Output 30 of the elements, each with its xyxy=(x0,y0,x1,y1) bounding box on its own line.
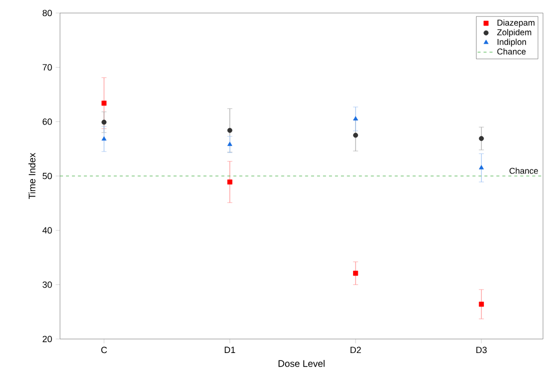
y-tick-label: 50 xyxy=(42,172,52,180)
point xyxy=(102,136,106,141)
x-tick-label: D3 xyxy=(476,346,487,354)
point xyxy=(227,128,232,133)
y-tick-label: 30 xyxy=(42,281,52,288)
point xyxy=(353,270,358,276)
point xyxy=(478,302,484,307)
legend-label: Indiplon xyxy=(498,38,526,47)
y-axis-title: Time Index xyxy=(28,152,36,200)
y-tick-label: 40 xyxy=(42,227,52,234)
y-tick-label: 80 xyxy=(42,10,52,16)
x-tick-label: C xyxy=(101,346,107,354)
text: Chance xyxy=(497,48,526,55)
point xyxy=(478,136,484,141)
x-tick-label: D2 xyxy=(350,346,361,354)
y-tick-label: 60 xyxy=(42,118,52,125)
x-tick-label: D1 xyxy=(224,346,236,353)
ref-line-label: Chance xyxy=(510,168,538,174)
point xyxy=(102,120,107,125)
legend-label: Zolpidem xyxy=(497,29,532,37)
point xyxy=(102,100,107,106)
point xyxy=(353,132,358,138)
point xyxy=(478,165,484,170)
y-tick-label: 20 xyxy=(42,336,52,342)
x-axis-title: Dose Level xyxy=(278,360,325,367)
point xyxy=(227,142,232,146)
legend-label: Diazepam xyxy=(498,19,534,28)
y-tick-label: 70 xyxy=(42,64,52,71)
point xyxy=(353,116,358,120)
point xyxy=(227,179,232,184)
